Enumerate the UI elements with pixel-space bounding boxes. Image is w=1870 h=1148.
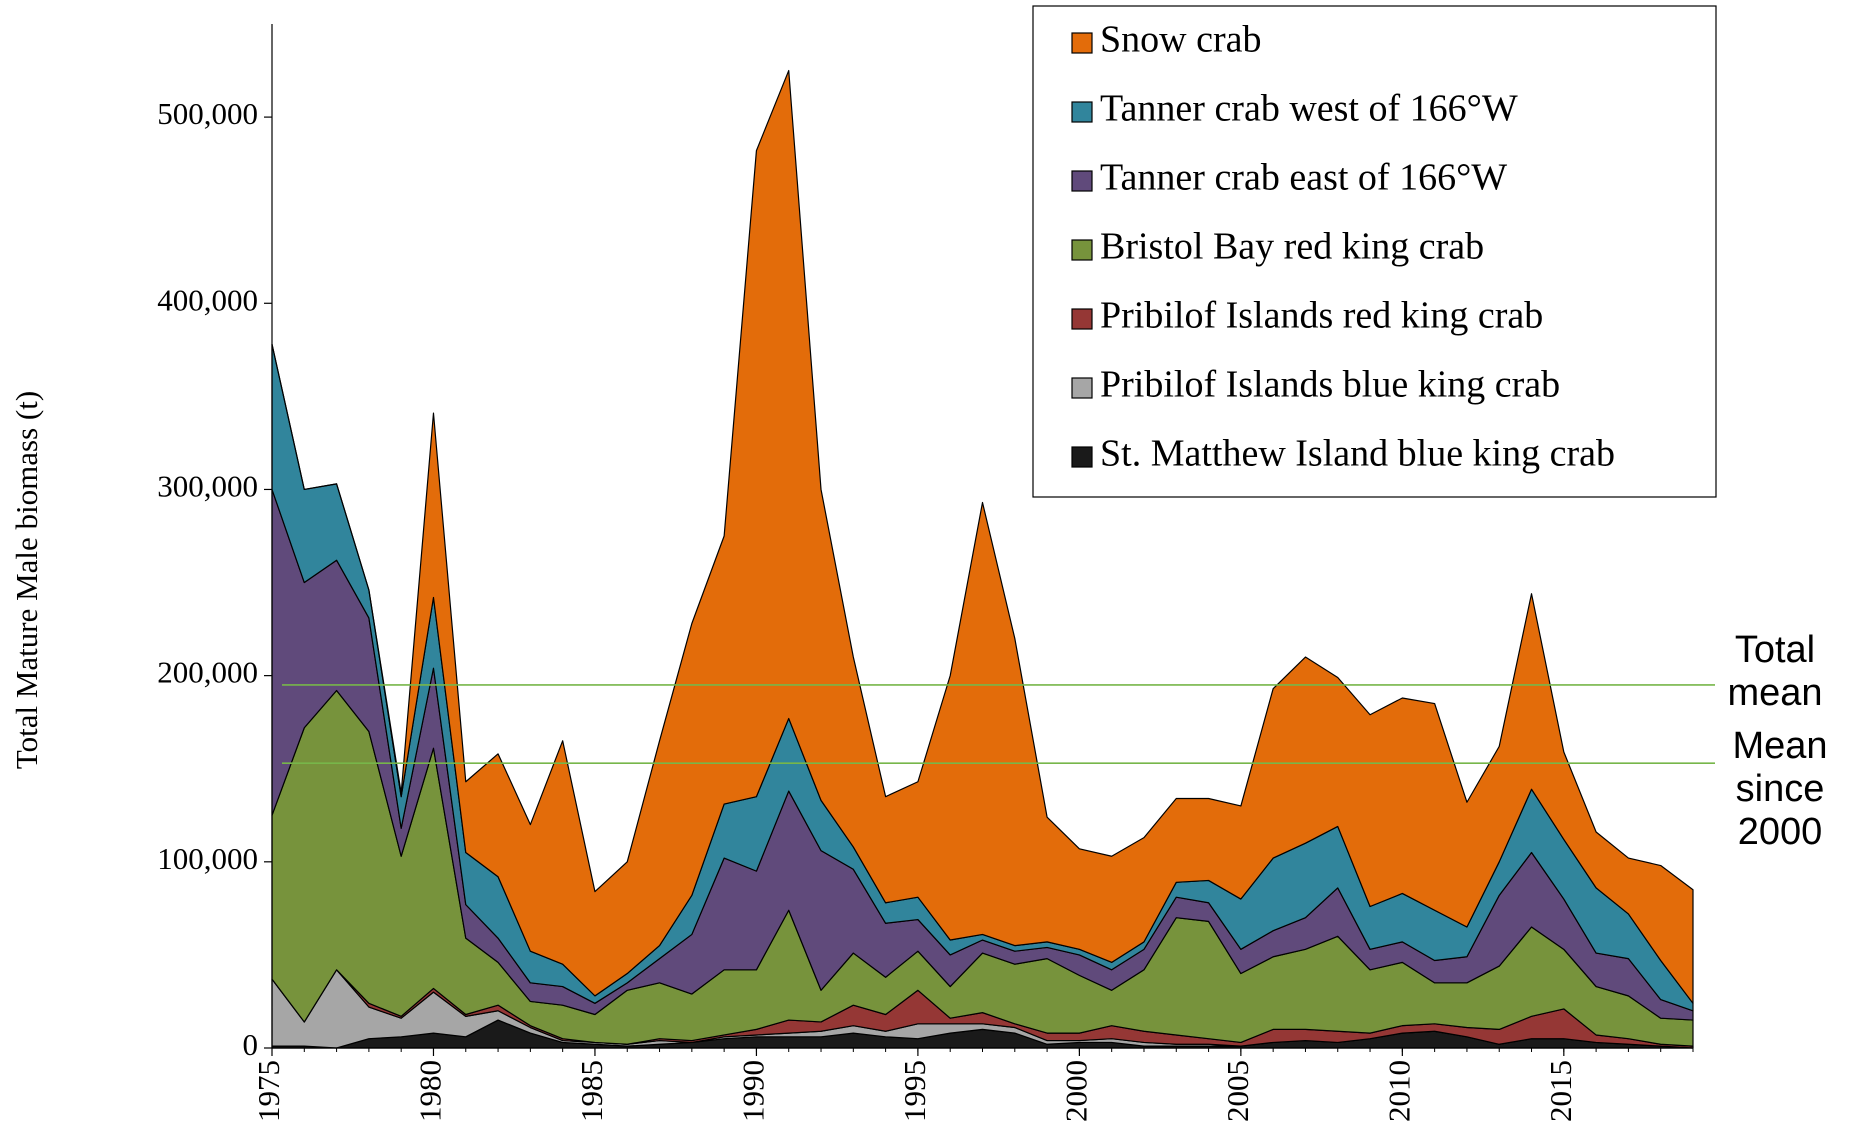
reference-label: Total mean: [1727, 628, 1823, 714]
legend-swatch: [1071, 170, 1093, 192]
area: [271, 69, 1694, 1004]
legend-swatch: [1071, 32, 1093, 54]
y-tick-label: 500,000: [157, 96, 258, 131]
legend-label: Tanner crab west of 166°W: [1100, 88, 1518, 130]
legend-swatch: [1071, 239, 1093, 261]
x-tick-label: 1985: [574, 1060, 609, 1122]
x-tick-label: 2015: [1543, 1060, 1578, 1122]
legend-swatch: [1071, 446, 1093, 468]
legend-label: Tanner crab east of 166°W: [1100, 157, 1507, 199]
legend-label: Snow crab: [1100, 19, 1261, 61]
y-tick-label: 100,000: [157, 841, 258, 876]
x-tick-label: 1975: [251, 1060, 286, 1122]
y-tick-label: 400,000: [157, 282, 258, 317]
x-tick-label: 1995: [897, 1060, 932, 1122]
y-axis-label: Total Mature Male biomass (t): [9, 391, 44, 769]
y-tick-label: 300,000: [157, 469, 258, 504]
legend-swatch: [1071, 308, 1093, 330]
x-tick-label: 1980: [413, 1060, 448, 1122]
y-tick-label: 0: [243, 1027, 259, 1062]
x-tick-label: 1990: [736, 1060, 771, 1122]
y-tick-label: 200,000: [157, 655, 258, 690]
legend-label: St. Matthew Island blue king crab: [1100, 433, 1615, 475]
legend-label: Pribilof Islands red king crab: [1100, 295, 1543, 337]
x-tick-label: 2000: [1058, 1060, 1093, 1122]
legend-label: Bristol Bay red king crab: [1100, 226, 1484, 268]
reference-label: Mean since 2000: [1732, 725, 1828, 854]
x-tick-label: 2010: [1381, 1060, 1416, 1122]
legend-swatch: [1071, 101, 1093, 123]
legend-box: [1032, 5, 1717, 498]
legend-swatch: [1071, 377, 1093, 399]
legend-label: Pribilof Islands blue king crab: [1100, 364, 1560, 406]
x-tick-label: 2005: [1220, 1060, 1255, 1122]
